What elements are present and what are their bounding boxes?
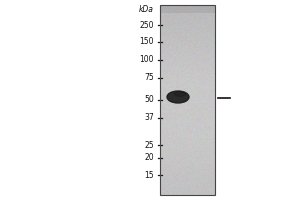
Text: 37: 37 [144, 114, 154, 122]
Text: 150: 150 [140, 38, 154, 46]
Bar [160, 5, 215, 13]
Ellipse shape [167, 91, 189, 103]
Bar [160, 5, 215, 195]
Text: 20: 20 [144, 154, 154, 162]
Text: 50: 50 [144, 96, 154, 104]
Text: 100: 100 [140, 55, 154, 64]
Text: 75: 75 [144, 73, 154, 82]
Text: 250: 250 [140, 21, 154, 29]
Text: 25: 25 [144, 140, 154, 150]
Ellipse shape [175, 92, 185, 96]
Text: 15: 15 [144, 170, 154, 180]
Text: kDa: kDa [139, 5, 154, 15]
